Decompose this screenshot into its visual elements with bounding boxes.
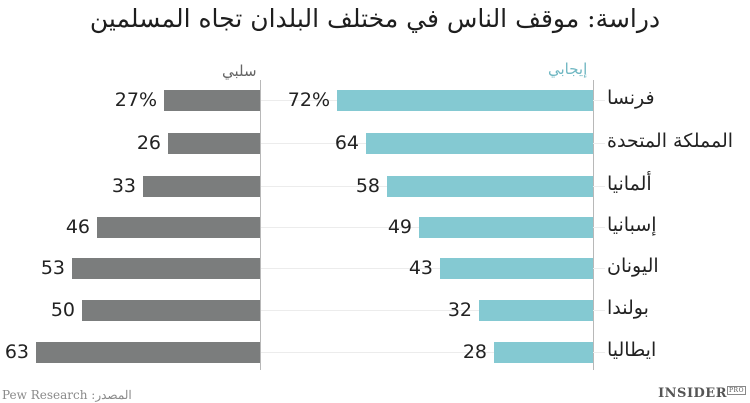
negative-axis: [260, 80, 261, 370]
negative-value-label: 53: [40, 257, 65, 279]
gridline: [593, 186, 605, 187]
positive-bar: [440, 258, 593, 279]
negative-value-label: 50: [50, 299, 75, 321]
negative-bar: [97, 217, 260, 238]
country-label: إسبانيا: [607, 214, 657, 236]
brand-suffix: PRO: [727, 386, 746, 395]
gridline: [593, 143, 605, 144]
negative-value-label: 27%: [114, 89, 157, 111]
negative-value-label: 46: [65, 216, 90, 238]
gridline: [261, 268, 593, 269]
positive-bar: [337, 90, 593, 111]
gridline: [593, 310, 605, 311]
gridline: [593, 227, 605, 228]
positive-value-label: 49: [387, 216, 412, 238]
negative-bar: [82, 300, 260, 321]
positive-value-label: 32: [447, 299, 472, 321]
brand-logo: INSIDER PRO: [658, 386, 746, 401]
negative-value-label: 33: [111, 175, 136, 197]
brand-name: INSIDER: [658, 386, 728, 401]
positive-value-label: 64: [334, 132, 359, 154]
positive-bar: [387, 176, 593, 197]
positive-bar: [366, 133, 593, 154]
gridline: [593, 268, 605, 269]
negative-bar: [36, 342, 260, 363]
legend-negative: سلبي: [222, 62, 257, 80]
positive-value-label: 28: [462, 341, 487, 363]
country-label: المملكة المتحدة: [607, 130, 734, 152]
negative-bar: [143, 176, 260, 197]
gridline: [261, 352, 593, 353]
gridline: [593, 100, 605, 101]
negative-bar: [168, 133, 260, 154]
negative-value-label: 63: [4, 341, 29, 363]
positive-bar: [479, 300, 593, 321]
country-label: ايطاليا: [607, 339, 657, 361]
country-label: ألمانيا: [607, 173, 652, 195]
source-note: Pew Research :المصدر: [2, 388, 132, 402]
positive-value-label: 72%: [287, 89, 330, 111]
gridline: [593, 352, 605, 353]
negative-bar: [72, 258, 260, 279]
legend-positive: إيجابي: [548, 60, 588, 78]
gridline: [261, 310, 593, 311]
country-label: فرنسا: [607, 87, 655, 109]
country-label: بولندا: [607, 297, 649, 319]
positive-bar: [419, 217, 593, 238]
country-label: اليونان: [607, 255, 659, 277]
positive-value-label: 58: [355, 175, 380, 197]
chart-title: دراسة: موقف الناس في مختلف البلدان تجاه …: [89, 4, 661, 33]
negative-value-label: 26: [136, 132, 161, 154]
positive-axis: [593, 80, 594, 370]
negative-bar: [164, 90, 260, 111]
positive-bar: [494, 342, 593, 363]
positive-value-label: 43: [408, 257, 433, 279]
